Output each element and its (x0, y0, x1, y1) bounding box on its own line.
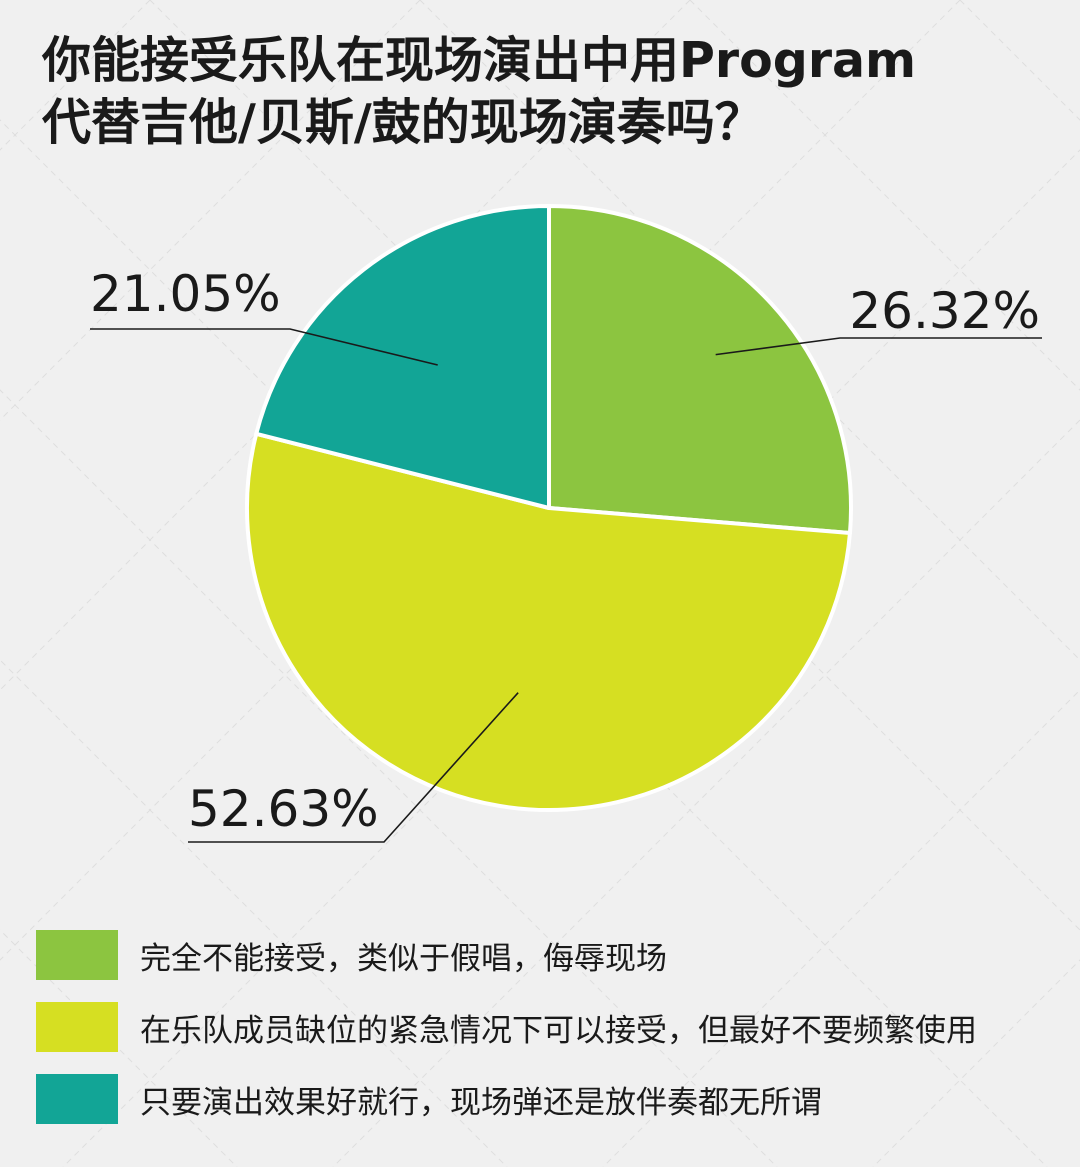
legend-label: 只要演出效果好就行，现场弹还是放伴奏都无所谓 (140, 1084, 822, 1121)
slice-value-label: 26.32% (849, 282, 1040, 340)
background-grid-line (419, 0, 1080, 661)
legend-item: 只要演出效果好就行，现场弹还是放伴奏都无所谓 (36, 1074, 1056, 1124)
pie-slice (245, 431, 852, 812)
slice-value-label: 52.63% (188, 780, 379, 838)
background-grid-line (872, 959, 1080, 1167)
slice-value-label: 21.05% (90, 265, 281, 323)
background-grid-line (0, 0, 691, 691)
background-grid-line (0, 659, 508, 1167)
legend: 完全不能接受，类似于假唱，侮辱现场 在乐队成员缺位的紧急情况下可以接受，但最好不… (36, 930, 1056, 1146)
background-grid-line (0, 0, 421, 421)
legend-swatch (36, 1074, 118, 1124)
chart-title: 你能接受乐队在现场演出中用Program 代替吉他/贝斯/鼓的现场演奏吗？ (42, 30, 1052, 154)
background-grid-line (0, 389, 778, 1167)
background-grid-line (602, 689, 1080, 1167)
background-grid-line (689, 0, 1080, 391)
legend-swatch (36, 930, 118, 980)
legend-swatch (36, 1002, 118, 1052)
legend-item: 完全不能接受，类似于假唱，侮辱现场 (36, 930, 1056, 980)
chart-title-line-2: 代替吉他/贝斯/鼓的现场演奏吗？ (42, 94, 764, 151)
legend-item: 在乐队成员缺位的紧急情况下可以接受，但最好不要频繁使用 (36, 1002, 1056, 1052)
chart-title-line-1: 你能接受乐队在现场演出中用Program (42, 32, 917, 89)
leader-line (715, 337, 1042, 356)
legend-label: 在乐队成员缺位的紧急情况下可以接受，但最好不要频繁使用 (140, 1012, 977, 1049)
leader-line (188, 692, 519, 843)
leader-line (90, 328, 438, 366)
pie-slice (547, 204, 853, 536)
background-grid-line (332, 419, 1080, 1167)
legend-label: 完全不能接受，类似于假唱，侮辱现场 (140, 940, 667, 977)
